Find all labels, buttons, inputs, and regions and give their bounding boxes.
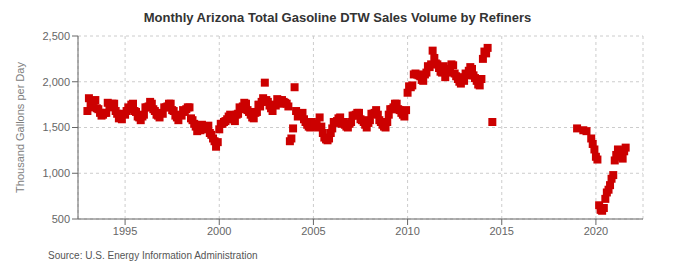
svg-text:500: 500 bbox=[52, 213, 70, 225]
svg-text:Thousand Gallons per Day: Thousand Gallons per Day bbox=[14, 62, 26, 193]
svg-text:1,500: 1,500 bbox=[42, 121, 70, 133]
svg-text:2015: 2015 bbox=[490, 225, 514, 237]
svg-text:2005: 2005 bbox=[301, 225, 325, 237]
html-text:Source: U.S. Energy Informatio: Source: U.S. Energy Information Administ… bbox=[48, 250, 258, 261]
svg-text:2010: 2010 bbox=[395, 225, 419, 237]
svg-text:2020: 2020 bbox=[584, 225, 608, 237]
svg-text:1995: 1995 bbox=[113, 225, 137, 237]
svg-text:2,500: 2,500 bbox=[42, 30, 70, 42]
svg-text:2,000: 2,000 bbox=[42, 76, 70, 88]
html-text:Monthly Arizona Total Gasoline: Monthly Arizona Total Gasoline DTW Sales… bbox=[143, 10, 532, 25]
svg-text:1,000: 1,000 bbox=[42, 167, 70, 179]
svg-text:2000: 2000 bbox=[207, 225, 231, 237]
